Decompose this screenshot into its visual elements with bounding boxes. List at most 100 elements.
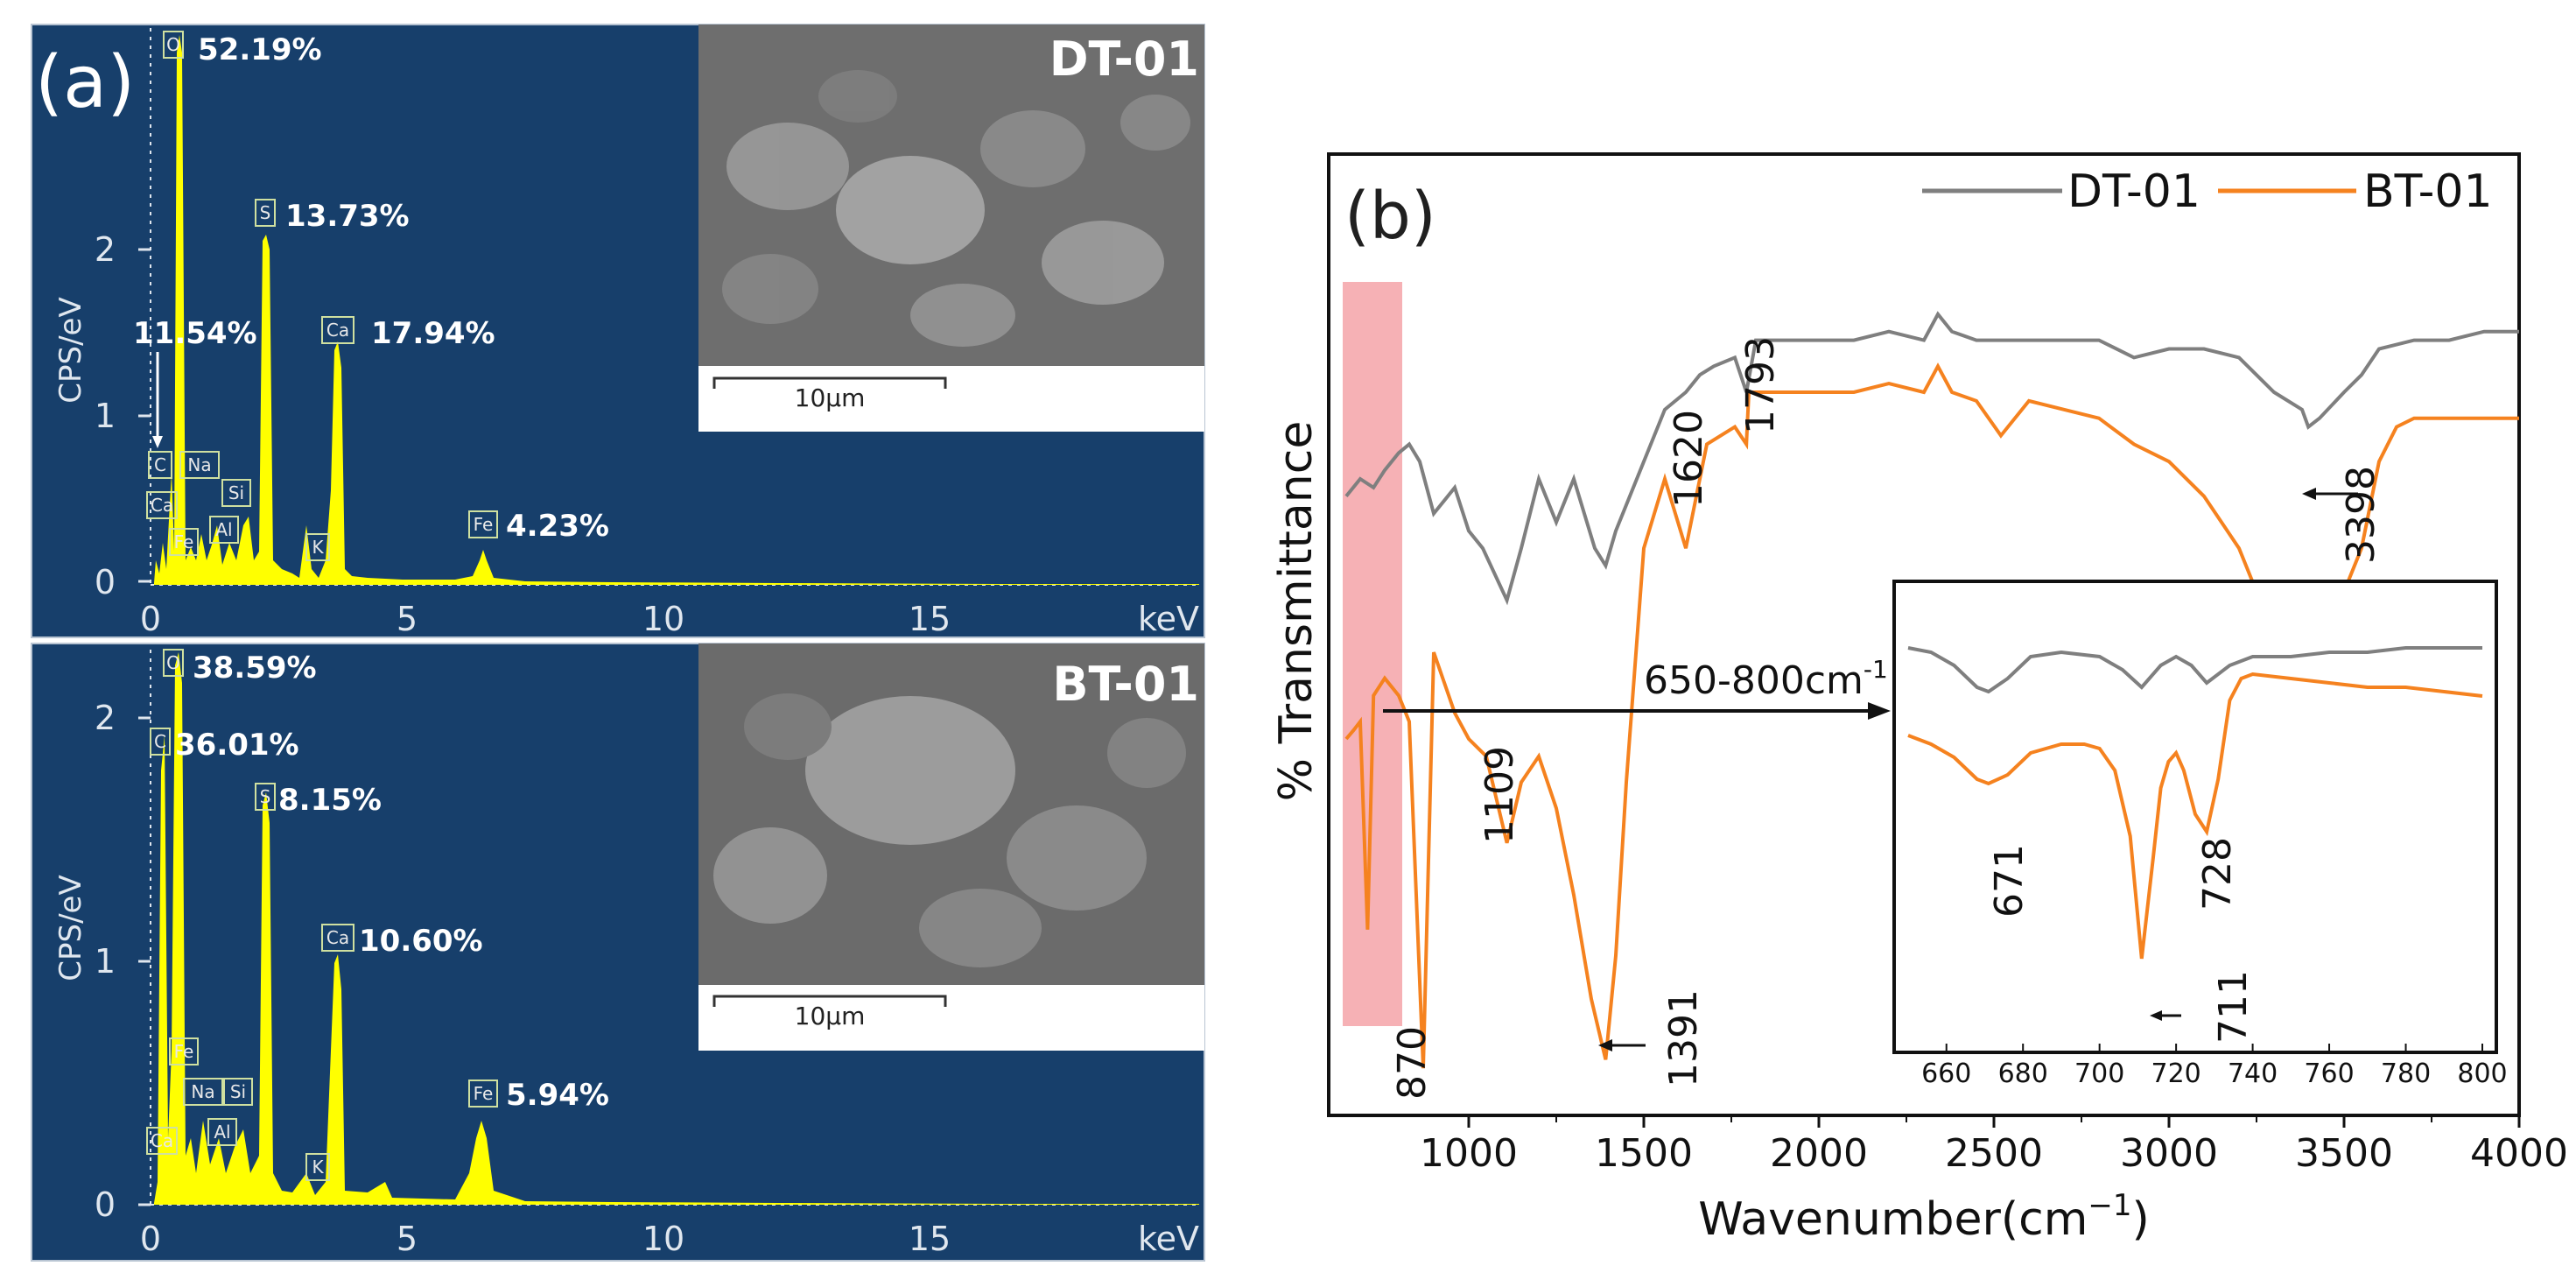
inset-xtick-label-680: 680 (1998, 1058, 2048, 1089)
eds-bottom-minor-si-box (223, 1078, 253, 1106)
inset-series-bt-01 (1907, 672, 2483, 960)
eds-top-c-arrowhead (152, 436, 163, 448)
eds-top-minor-ca: Ca (151, 495, 173, 516)
annotation-1109: 1109 (1478, 746, 1522, 844)
eds-bottom-ytick-label-0: 0 (95, 1185, 116, 1224)
eds-bottom-pct-fe: 5.94% (506, 1078, 609, 1113)
annotation-3398: 3398 (2339, 466, 2383, 564)
inset-range-label-main: 650-800cm (1644, 658, 1864, 703)
eds-top-minor-k: K (312, 537, 324, 558)
sem-top-particles (722, 70, 1190, 347)
eds-bottom-tag-c-text: C (154, 731, 166, 752)
annotation-870: 870 (1390, 1026, 1435, 1100)
eds-top-ytick-label-2: 2 (95, 230, 116, 269)
ftir-xtick-label-1000: 1000 (1420, 1131, 1518, 1176)
inset-annotation-728: 728 (2195, 837, 2240, 911)
eds-top-xtick-15: 15 (909, 600, 951, 638)
eds-top-tag-fe-text: Fe (474, 514, 494, 535)
eds-bottom-tag-s (255, 783, 276, 811)
ftir-x-label-main: Wavenumber(cm (1698, 1193, 2088, 1246)
inset-xtick-label-800: 800 (2457, 1058, 2507, 1089)
inset-x-ticks: 660 680 700 720 740 760 780 800 (1921, 1044, 2508, 1089)
eds-bottom-x-unit: keV (1138, 1220, 1199, 1258)
eds-bottom-tag-s-text: S (260, 786, 271, 807)
inset-annotation-711-arrowhead (2150, 1010, 2162, 1021)
eds-bottom-minor-si: Si (230, 1081, 246, 1102)
eds-bottom-minor-ca-box (146, 1127, 178, 1155)
ftir-xtick-label-3000: 3000 (2120, 1131, 2218, 1176)
eds-top-minor-c-box (148, 451, 172, 479)
eds-bottom-tag-fe-text: Fe (474, 1083, 494, 1104)
eds-top-tag-o-text: O (166, 34, 180, 55)
eds-top-ytick-label-1: 1 (95, 397, 116, 435)
eds-bottom-tag-c (150, 728, 171, 756)
eds-top-minor-si-box (221, 479, 251, 507)
eds-bottom-minor-k-box (305, 1153, 330, 1181)
inset-xtick-label-740: 740 (2228, 1058, 2278, 1089)
eds-top-pct-o: 52.19% (198, 32, 322, 67)
eds-panel-bottom: 2 1 0 CPS/eV 0 5 10 15 keV O 38.59% C 36… (31, 643, 1205, 1262)
eds-bottom-minor-na-box (183, 1078, 223, 1106)
eds-top-y-label: CPS/eV (53, 297, 88, 403)
annotation-3398-arrowhead (2302, 488, 2316, 500)
ftir-x-ticks: 1000 1500 2000 2500 3000 3500 4000 (1420, 1115, 2568, 1176)
eds-top-minor-si: Si (228, 482, 244, 503)
inset-xtick-label-660: 660 (1921, 1058, 1971, 1089)
eds-panel-top: (a) 2 1 0 CPS/eV 0 5 10 15 keV O 52.19% … (31, 24, 1205, 638)
eds-top-minor-fe: Fe (174, 531, 194, 552)
eds-top-minor-c: C (154, 454, 166, 475)
eds-top-ytick-label-0: 0 (95, 563, 116, 601)
eds-bottom-pct-ca: 10.60% (359, 924, 483, 959)
eds-bottom-ytick-label-1: 1 (95, 942, 116, 981)
legend-label-dt-01: DT-01 (2067, 165, 2200, 218)
eds-bottom-pct-o: 38.59% (193, 651, 317, 686)
ftir-x-label: Wavenumber(cm−1) (1698, 1188, 2150, 1246)
ftir-x-label-sup: −1 (2088, 1188, 2131, 1223)
eds-bottom-xtick-0: 0 (140, 1220, 161, 1258)
eds-top-minor-na: Na (187, 454, 211, 475)
inset-pointer-arrowhead (1868, 702, 1891, 720)
eds-bottom-minor-k: K (312, 1157, 324, 1178)
ftir-xtick-label-1500: 1500 (1595, 1131, 1693, 1176)
ftir-xtick-label-4000: 4000 (2470, 1131, 2568, 1176)
eds-bottom-tag-ca-text: Ca (326, 927, 349, 948)
eds-bottom-pct-s: 8.15% (278, 783, 382, 818)
eds-top-minor-k-box (305, 533, 330, 561)
ftir-chart: (b) 1000 1500 2000 2500 3000 3500 4000 DT-01 B… (1270, 152, 2568, 1246)
ftir-xtick-label-2000: 2000 (1770, 1131, 1868, 1176)
ftir-xtick-label-3500: 3500 (2295, 1131, 2393, 1176)
panel-label-b: (b) (1344, 179, 1436, 254)
eds-bottom-ytick-label-2: 2 (95, 699, 116, 737)
ftir-x-label-close: ) (2132, 1193, 2150, 1246)
eds-bottom-xtick-10: 10 (642, 1220, 684, 1258)
eds-bottom-tag-ca (321, 924, 354, 952)
eds-bottom-y-label: CPS/eV (53, 875, 88, 981)
eds-top-tag-ca (321, 316, 354, 344)
eds-top-xtick-10: 10 (642, 600, 684, 638)
eds-bottom-minor-na: Na (191, 1081, 214, 1102)
inset-range-label-sup: -1 (1864, 655, 1888, 684)
inset-annotation-711: 711 (2211, 970, 2256, 1044)
eds-top-pct-c: 11.54% (133, 316, 257, 351)
eds-bottom-tag-fe (468, 1080, 498, 1108)
inset-range-label: 650-800cm-1 (1644, 655, 1888, 703)
ftir-y-label: % Transmittance (1270, 421, 1323, 802)
highlight-650-800-region (1343, 282, 1402, 1026)
eds-top-tag-o (163, 31, 184, 59)
eds-top-minor-al: Al (215, 519, 232, 540)
panel-label-a: (a) (35, 41, 135, 124)
eds-bottom-minor-fe: Fe (174, 1041, 194, 1062)
eds-top-xtick-5: 5 (397, 600, 418, 638)
legend-label-bt-01: BT-01 (2363, 165, 2493, 218)
eds-bottom-pct-c: 36.01% (175, 728, 299, 763)
eds-top-xtick-0: 0 (140, 600, 161, 638)
inset-xtick-label-780: 780 (2381, 1058, 2431, 1089)
eds-top-minor-fe-box (169, 528, 199, 556)
eds-bottom-minor-al: Al (214, 1122, 230, 1143)
sem-bottom-scale-text: 10μm (795, 1002, 866, 1030)
sem-bottom-scalebar (712, 995, 947, 1007)
eds-top-pct-ca: 17.94% (371, 316, 495, 351)
eds-bottom-minor-al-box (207, 1118, 237, 1146)
eds-top-minor-na-box (179, 451, 220, 479)
